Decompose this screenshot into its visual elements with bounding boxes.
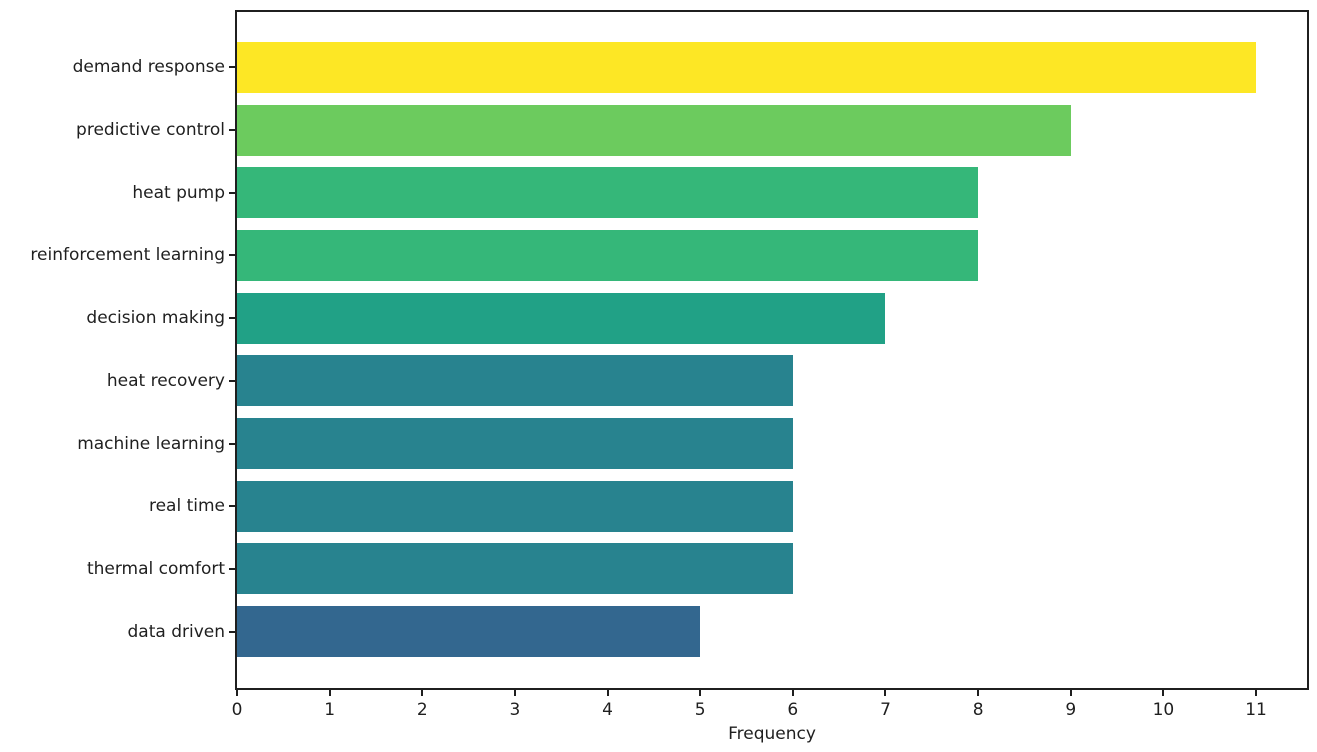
bar-row-heat-recovery: heat recovery [107,350,1307,413]
y-tick-mark [229,317,235,320]
x-tick-mark-8 [977,690,980,696]
x-tick-label-7: 7 [880,700,891,720]
x-axis-label: Frequency [728,724,816,744]
y-tick-mark [229,66,235,69]
category-label-heat-pump: heat pump [132,182,225,203]
bar-machine-learning [237,418,793,470]
y-tick-mark [229,129,235,132]
y-tick-mark [229,630,235,633]
y-tick-mark [229,567,235,570]
x-tick-label-10: 10 [1152,700,1175,720]
category-label-decision-making: decision making [86,308,225,329]
x-tick-mark-6 [791,690,794,696]
bar-reinforcement-learning [237,229,979,281]
bar-thermal-comfort [237,543,793,595]
category-label-demand-response: demand response [72,57,225,78]
x-tick-label-3: 3 [509,700,521,720]
bar-row-real-time: real time [149,475,1307,538]
plot-area: demand response predictive control heat pu… [30,10,1309,744]
bar-data-driven [237,606,701,658]
category-label-real-time: real time [148,496,225,517]
bar-row-machine-learning: machine learning [77,412,1307,475]
x-tick-mark-0 [236,690,238,696]
category-label-machine-learning: machine learning [77,433,225,454]
category-label-data-driven: data driven [127,621,226,642]
y-tick-mark [229,191,235,194]
bar-row-demand-response: demand response [73,36,1307,99]
x-tick-mark-9 [1069,690,1072,696]
category-label-predictive-control: predictive control [76,120,225,141]
x-tick-mark-5 [699,690,702,696]
x-tick-mark-4 [606,690,609,696]
bar-row-decision-making: decision making [86,287,1307,350]
bar-row-thermal-comfort: thermal comfort [87,538,1307,601]
bar-real-time [237,480,793,532]
category-label-reinforcement-learning: reinforcement learning [30,245,225,266]
bar-row-predictive-control: predictive control [76,99,1307,162]
x-tick-label-0: 0 [231,700,243,720]
x-tick-mark-2 [421,690,424,696]
x-tick-mark-7 [884,690,887,696]
bar-predictive-control [237,104,1071,156]
y-tick-mark [229,254,235,257]
bar-heat-recovery [237,355,793,407]
x-tick-label-8: 8 [972,700,984,720]
x-tick-mark-1 [328,690,331,696]
x-tick-mark-11 [1255,690,1258,696]
bar-heat-pump [237,167,979,219]
y-tick-mark [229,442,235,445]
x-tick-label-5: 5 [694,700,706,720]
x-tick-mark-10 [1162,690,1165,696]
bar-decision-making [237,292,886,344]
x-tick-label-9: 9 [1065,700,1077,720]
category-label-heat-recovery: heat recovery [106,370,225,391]
bar-row-data-driven: data driven [128,600,1307,663]
bar-row-heat-pump: heat pump [132,161,1307,224]
bar-demand-response [237,41,1257,93]
bar-row-reinforcement-learning: reinforcement learning [30,224,1307,287]
x-tick-label-2: 2 [416,700,428,720]
x-tick-label-1: 1 [324,700,336,720]
y-tick-mark [229,505,235,508]
x-tick-mark-3 [513,690,516,696]
x-tick-label-4: 4 [602,700,613,720]
category-label-thermal-comfort: thermal comfort [86,558,225,579]
x-tick-label-11: 11 [1245,700,1267,720]
y-tick-mark [229,379,235,382]
x-tick-label-6: 6 [787,700,799,720]
